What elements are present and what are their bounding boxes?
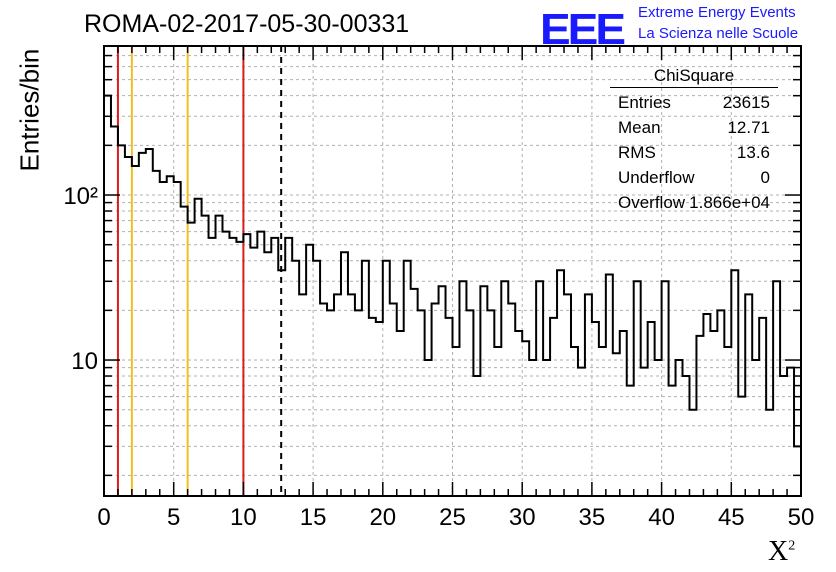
x-tick-label: 40 [648,504,675,531]
reference-lines [116,46,283,496]
x-tick-label: 30 [509,504,536,531]
x-tick-label: 25 [439,504,466,531]
x-tick-label: 0 [97,504,110,531]
eee-logo: EEE [540,4,626,54]
x-axis-label: X2 [768,536,796,567]
x-tick-label: 10 [230,504,257,531]
stats-row-underflow: Underflow 0 [618,168,770,187]
y-tick-label: 10 [71,348,98,375]
x-tick-label: 35 [579,504,606,531]
x-tick-labels: 0 5 10 15 20 25 30 35 40 45 50 [97,504,814,531]
axis-ticks [103,45,802,496]
x-tick-label: 20 [369,504,396,531]
stats-row-overflow: Overflow 1.866e+04 [618,193,770,212]
histogram-series [104,94,802,448]
logo-tagline-1: Extreme Energy Events [638,4,796,21]
stats-row-entries: Entries 23615 [618,93,770,112]
x-tick-label: 45 [718,504,745,531]
stats-box: ChiSquare Entries 23615 Mean 12.71 RMS 13.6… [610,66,778,215]
stats-title: ChiSquare [610,66,778,88]
logo-tagline-2: La Scienza nelle Scuole [638,25,799,42]
y-tick-label: 10² [63,183,98,210]
x-tick-label: 15 [300,504,327,531]
y-axis-label: Entries/bin [14,48,45,172]
stats-row-mean: Mean 12.71 [618,118,770,137]
stats-row-rms: RMS 13.6 [618,143,770,162]
y-tick-labels: 10 10² [63,183,98,375]
chart-title: ROMA-02-2017-05-30-00331 [84,10,410,38]
x-tick-label: 50 [788,504,815,531]
grid-lines [104,45,801,496]
x-tick-label: 5 [167,504,180,531]
